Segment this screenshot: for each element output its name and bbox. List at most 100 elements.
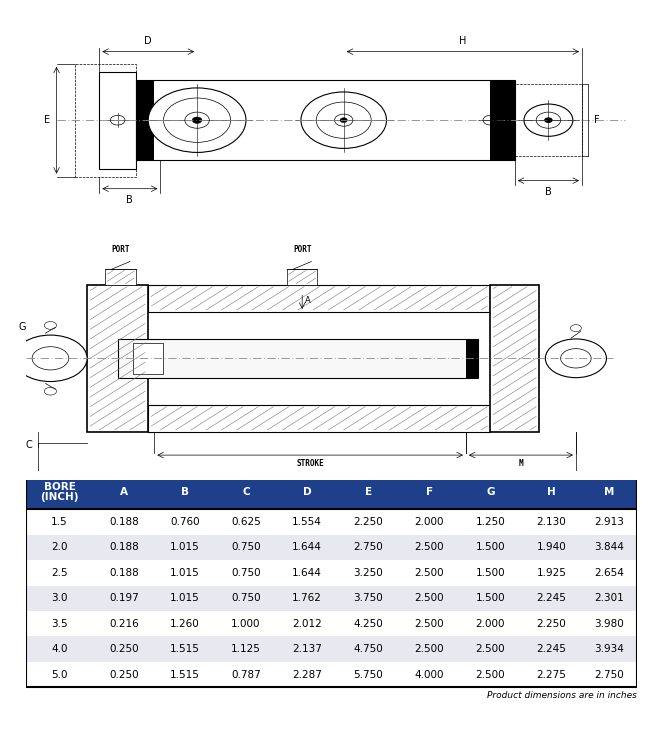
Text: 0.250: 0.250: [109, 645, 138, 654]
Text: A: A: [120, 487, 128, 497]
Text: 5.750: 5.750: [354, 669, 383, 680]
Bar: [148, 285, 490, 312]
Text: C: C: [242, 487, 250, 497]
Text: PORT: PORT: [111, 245, 130, 254]
Text: 0.188: 0.188: [109, 568, 138, 577]
Text: 1.260: 1.260: [170, 619, 200, 629]
Bar: [107, 270, 134, 283]
Text: D: D: [144, 36, 152, 45]
Text: 1.015: 1.015: [170, 568, 200, 577]
Text: F: F: [426, 487, 433, 497]
Text: BORE
(INCH): BORE (INCH): [40, 482, 79, 502]
Bar: [136, 80, 515, 161]
Text: C: C: [25, 439, 32, 450]
Text: 0.625: 0.625: [231, 517, 261, 527]
Text: 1.762: 1.762: [292, 593, 322, 603]
Text: 0.760: 0.760: [170, 517, 200, 527]
Text: 1.125: 1.125: [231, 645, 261, 654]
Text: E: E: [365, 487, 372, 497]
Text: 4.250: 4.250: [354, 619, 383, 629]
Text: 2.750: 2.750: [595, 669, 625, 680]
Bar: [90, 287, 145, 430]
Text: 1.000: 1.000: [231, 619, 261, 629]
Bar: [26, 662, 637, 688]
Text: M: M: [519, 459, 523, 468]
Text: G: G: [486, 487, 495, 497]
Text: 0.188: 0.188: [109, 517, 138, 527]
Text: 2.245: 2.245: [536, 593, 566, 603]
Text: 0.750: 0.750: [231, 593, 261, 603]
Text: 0.197: 0.197: [109, 593, 138, 603]
Text: 2.750: 2.750: [354, 542, 383, 553]
Circle shape: [545, 339, 606, 377]
Text: Product dimensions are in inches: Product dimensions are in inches: [487, 691, 637, 700]
Text: 2.130: 2.130: [537, 517, 566, 527]
Text: 2.000: 2.000: [415, 517, 444, 527]
Text: 4.750: 4.750: [354, 645, 383, 654]
Text: 2.5: 2.5: [51, 568, 68, 577]
Text: 1.500: 1.500: [476, 568, 505, 577]
Text: 0.216: 0.216: [109, 619, 138, 629]
Text: B: B: [181, 487, 189, 497]
Bar: [118, 339, 478, 377]
Circle shape: [340, 118, 347, 123]
Text: 1.554: 1.554: [292, 517, 322, 527]
Text: F: F: [594, 115, 600, 125]
Bar: [26, 585, 637, 611]
Text: 1.925: 1.925: [536, 568, 566, 577]
Text: 1.515: 1.515: [170, 645, 200, 654]
Text: E: E: [44, 115, 51, 125]
Text: 2.250: 2.250: [354, 517, 383, 527]
Text: 3.934: 3.934: [595, 645, 625, 654]
Text: 2.500: 2.500: [415, 593, 444, 603]
Text: G: G: [18, 323, 26, 332]
Bar: [136, 80, 154, 161]
Bar: [105, 269, 136, 285]
Bar: [133, 343, 164, 374]
Text: 0.787: 0.787: [231, 669, 261, 680]
Text: 2.500: 2.500: [415, 619, 444, 629]
Text: 2.500: 2.500: [415, 542, 444, 553]
Bar: [26, 637, 637, 662]
Text: 2.500: 2.500: [476, 645, 505, 654]
Bar: [87, 285, 148, 432]
Bar: [26, 475, 637, 509]
Text: 3.250: 3.250: [354, 568, 383, 577]
Text: 2.500: 2.500: [476, 669, 505, 680]
Text: 0.750: 0.750: [231, 568, 261, 577]
Text: 1.250: 1.250: [476, 517, 505, 527]
Text: 1.515: 1.515: [170, 669, 200, 680]
Text: 1.015: 1.015: [170, 542, 200, 553]
Text: 4.000: 4.000: [415, 669, 444, 680]
Text: B: B: [545, 187, 552, 196]
Text: 2.913: 2.913: [595, 517, 625, 527]
Text: 1.500: 1.500: [476, 542, 505, 553]
Text: 2.287: 2.287: [292, 669, 322, 680]
Text: 2.654: 2.654: [595, 568, 625, 577]
Text: 2.245: 2.245: [536, 645, 566, 654]
Text: 3.750: 3.750: [354, 593, 383, 603]
Text: 3.0: 3.0: [51, 593, 68, 603]
Text: 2.000: 2.000: [476, 619, 505, 629]
Text: 2.012: 2.012: [292, 619, 322, 629]
Bar: [493, 287, 536, 430]
Bar: [515, 84, 582, 156]
Circle shape: [148, 88, 246, 153]
Text: 2.500: 2.500: [415, 645, 444, 654]
Text: M: M: [604, 487, 615, 497]
Bar: [26, 534, 637, 560]
Bar: [490, 80, 515, 161]
Text: 1.015: 1.015: [170, 593, 200, 603]
Bar: [75, 64, 136, 177]
Circle shape: [192, 117, 202, 123]
Bar: [148, 404, 490, 432]
Text: 3.980: 3.980: [595, 619, 625, 629]
Text: A: A: [306, 296, 311, 304]
Text: B: B: [127, 195, 133, 204]
Text: 5.0: 5.0: [51, 669, 68, 680]
Text: H: H: [547, 487, 556, 497]
Text: 2.250: 2.250: [537, 619, 566, 629]
Bar: [26, 560, 637, 585]
Bar: [490, 285, 540, 432]
Text: 2.137: 2.137: [292, 645, 322, 654]
